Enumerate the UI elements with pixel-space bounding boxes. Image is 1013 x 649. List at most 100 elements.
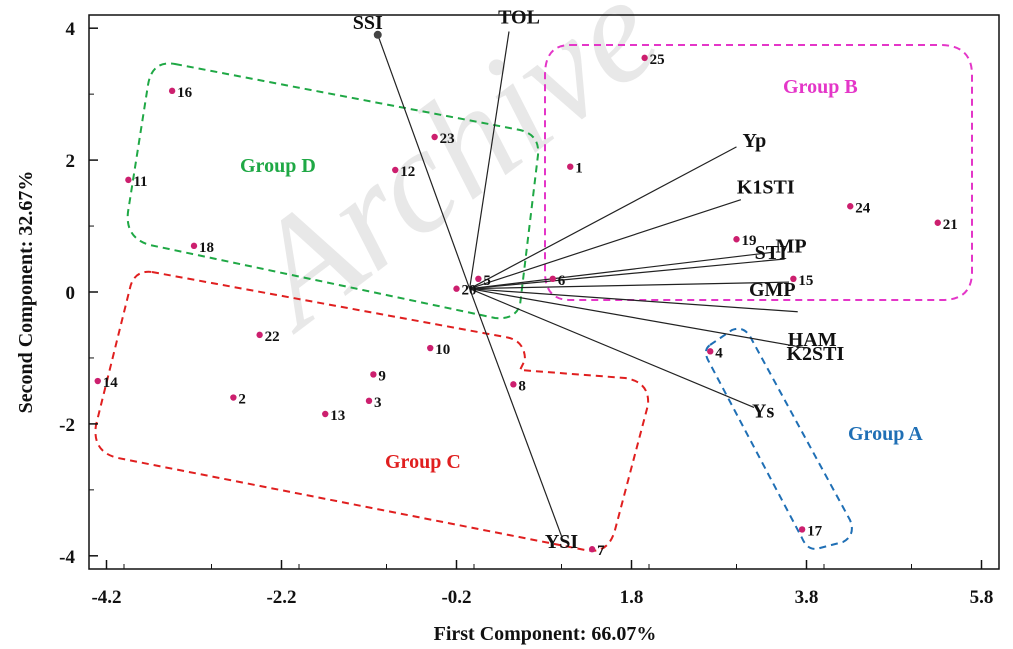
watermark: Archive xyxy=(213,0,688,362)
point-label-20: 20 xyxy=(462,283,477,299)
point-label-7: 7 xyxy=(597,543,605,559)
point-label-23: 23 xyxy=(440,131,455,147)
group-a-boundary xyxy=(704,327,853,550)
x-tick-label: 5.8 xyxy=(970,587,994,608)
vector-label-yp: Yp xyxy=(743,130,767,152)
x-tick-label: -2.2 xyxy=(266,587,296,608)
vector-label-gmp: GMP xyxy=(749,279,796,301)
point-label-15: 15 xyxy=(798,273,813,289)
vector-label-mp: MP xyxy=(776,235,807,257)
point-label-10: 10 xyxy=(435,342,450,358)
point-label-12: 12 xyxy=(400,164,415,180)
point-label-16: 16 xyxy=(177,85,193,101)
vector-label-tol: TOL xyxy=(498,6,540,28)
point-18 xyxy=(190,242,198,250)
y-tick-label: 2 xyxy=(66,151,76,172)
vector-line-ham xyxy=(469,288,798,313)
vector-label-ysi: YSI xyxy=(545,531,579,553)
point-9 xyxy=(370,371,377,378)
point-label-9: 9 xyxy=(378,368,386,384)
point-label-25: 25 xyxy=(650,52,665,68)
point-label-6: 6 xyxy=(558,273,566,289)
group-boundaries xyxy=(94,44,973,552)
point-20 xyxy=(453,285,460,292)
point-label-22: 22 xyxy=(265,329,280,345)
point-21 xyxy=(934,219,941,226)
x-tick-label: 1.8 xyxy=(620,587,644,608)
point-10 xyxy=(427,344,434,352)
point-14 xyxy=(94,377,101,385)
point-15 xyxy=(790,275,797,283)
y-tick-label: -2 xyxy=(59,415,75,436)
y-axis-title: Second Component: 32.67% xyxy=(15,171,37,414)
vector-label-ys: Ys xyxy=(752,400,774,422)
point-label-18: 18 xyxy=(199,240,214,256)
point-4 xyxy=(707,348,714,355)
vector-label-sti: STI xyxy=(755,242,787,264)
vector-line-mp xyxy=(469,251,772,290)
y-tick-label: -4 xyxy=(59,547,75,568)
vector-label-k2sti: K2STI xyxy=(787,343,845,365)
group-c-label: Group C xyxy=(385,451,461,473)
group-a-label: Group A xyxy=(848,423,923,445)
vector-line-k2sti xyxy=(469,288,807,349)
point-11 xyxy=(125,176,132,184)
point-25 xyxy=(641,54,648,62)
point-label-17: 17 xyxy=(807,523,823,539)
point-label-3: 3 xyxy=(374,395,382,411)
point-22 xyxy=(256,331,263,339)
vector-label-ham: HAM xyxy=(788,329,837,351)
point-2 xyxy=(230,394,237,401)
point-8 xyxy=(510,381,517,388)
point-label-11: 11 xyxy=(133,174,147,190)
point-24 xyxy=(847,203,854,210)
vector-line-sti xyxy=(469,258,785,290)
y-tick-label: 0 xyxy=(66,283,76,304)
x-tick-label: -0.2 xyxy=(441,587,471,608)
vector-line-tol xyxy=(469,31,510,289)
point-7 xyxy=(588,546,596,553)
x-axis-title: First Component: 66.07% xyxy=(434,623,657,645)
group-d-boundary xyxy=(126,62,540,320)
vector-line-k1sti xyxy=(469,199,742,290)
point-6 xyxy=(549,275,556,283)
point-label-5: 5 xyxy=(483,273,491,289)
point-13 xyxy=(322,410,329,418)
vector-label-ssi: SSI xyxy=(353,12,383,34)
vector-end-marker xyxy=(373,30,382,39)
point-1 xyxy=(567,163,574,170)
vector-line-gmp xyxy=(469,281,790,290)
vector-label-k1sti: K1STI xyxy=(737,177,795,199)
point-label-4: 4 xyxy=(715,345,723,361)
point-label-8: 8 xyxy=(518,378,526,394)
point-16 xyxy=(168,87,176,95)
point-3 xyxy=(365,397,373,405)
group-c-boundary xyxy=(94,270,650,552)
point-label-24: 24 xyxy=(855,200,871,216)
vector-line-ysi xyxy=(469,288,563,537)
group-d-label: Group D xyxy=(240,155,316,177)
point-label-2: 2 xyxy=(238,392,246,408)
vector-line-yp xyxy=(469,146,737,290)
point-12 xyxy=(392,166,399,174)
point-label-19: 19 xyxy=(742,233,757,249)
point-5 xyxy=(475,275,482,283)
point-label-1: 1 xyxy=(575,161,583,177)
point-label-14: 14 xyxy=(103,375,119,391)
point-19 xyxy=(733,236,740,243)
x-tick-label: 3.8 xyxy=(795,587,819,608)
vector-line-ys xyxy=(469,288,755,408)
point-label-21: 21 xyxy=(943,217,958,233)
point-label-13: 13 xyxy=(330,408,345,424)
point-23 xyxy=(431,133,438,141)
y-tick-label: 4 xyxy=(66,19,76,40)
group-b-label: Group B xyxy=(783,76,858,98)
x-tick-label: -4.2 xyxy=(91,587,121,608)
group-b-boundary xyxy=(544,44,973,301)
vector-line-ssi xyxy=(377,34,471,289)
point-17 xyxy=(798,526,806,533)
